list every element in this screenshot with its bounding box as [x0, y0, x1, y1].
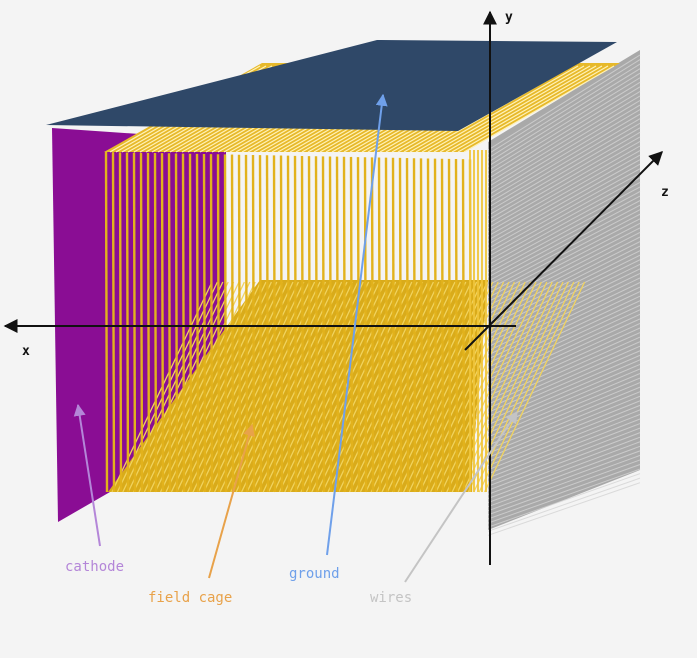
field-cage-label: field cage	[148, 590, 232, 606]
x-axis-label: x	[22, 344, 30, 359]
wires-pointer	[404, 410, 518, 583]
ground-plane	[46, 40, 617, 131]
coordinate-axes: y x z	[3, 10, 669, 565]
ground-pointer	[326, 93, 388, 556]
z-axis-label: z	[661, 185, 669, 200]
z-axis	[464, 151, 663, 351]
wires-label: wires	[370, 590, 412, 606]
field-cage-pointer	[208, 423, 255, 579]
ground-label: ground	[289, 566, 340, 582]
cathode-pointer	[73, 403, 101, 547]
cathode-label: cathode	[65, 559, 124, 575]
y-axis-label: y	[505, 10, 513, 25]
